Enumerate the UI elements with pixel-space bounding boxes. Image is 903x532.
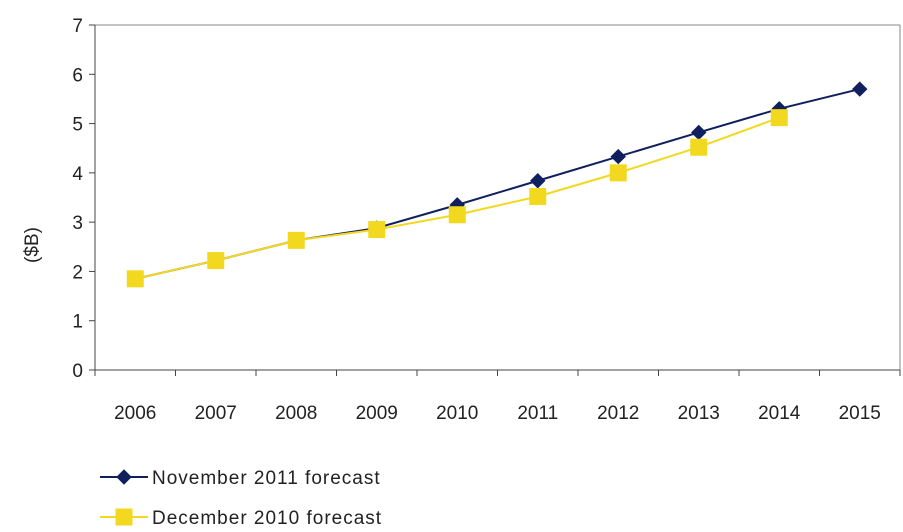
legend-entry-2: December 2010 forecast — [100, 508, 382, 529]
legend-marker — [116, 469, 132, 485]
y-tick-label: 2 — [72, 262, 83, 283]
series-2 — [126, 109, 788, 288]
data-point — [609, 164, 627, 182]
series-layer — [126, 81, 868, 288]
y-tick-label: 6 — [72, 65, 83, 86]
chart-axes — [89, 24, 901, 376]
data-point — [690, 138, 708, 156]
x-tick-labels: 2006 2007 2008 2009 2010 2011 2012 2013 2014 2015 — [114, 403, 881, 424]
series-line — [135, 88, 860, 280]
x-tick-label: 2015 — [839, 403, 881, 424]
y-tick-label: 5 — [72, 115, 83, 136]
y-axis-label: ($B) — [22, 227, 43, 263]
data-point — [852, 81, 868, 97]
data-point — [287, 231, 305, 249]
data-point — [368, 221, 386, 239]
y-tick-labels: 0 1 2 3 4 5 6 7 — [72, 16, 83, 382]
legend: November 2011 forecast December 2010 fore… — [100, 468, 382, 529]
data-point — [770, 109, 788, 127]
data-point — [691, 124, 707, 141]
data-point — [610, 148, 626, 165]
y-tick-label: 7 — [72, 16, 83, 37]
x-tick-label: 2006 — [114, 403, 156, 424]
y-tick-label: 1 — [72, 312, 83, 333]
y-tick-label: 3 — [72, 213, 83, 234]
x-tick-label: 2012 — [597, 403, 639, 424]
x-tick-label: 2011 — [517, 403, 558, 424]
x-tick-label: 2013 — [678, 403, 720, 424]
data-point — [207, 252, 225, 270]
x-tick-label: 2009 — [356, 403, 398, 424]
legend-label: November 2011 forecast — [152, 468, 381, 489]
legend-entry-1: November 2011 forecast — [100, 468, 381, 489]
data-point — [126, 270, 144, 288]
legend-label: December 2010 forecast — [152, 508, 382, 529]
x-tick-label: 2008 — [275, 403, 317, 424]
x-tick-label: 2014 — [758, 403, 801, 424]
x-tick-label: 2010 — [436, 403, 478, 424]
legend-marker — [115, 508, 133, 526]
y-tick-label: 4 — [72, 164, 83, 185]
x-tick-label: 2007 — [195, 403, 237, 424]
data-point — [529, 188, 547, 206]
data-point — [530, 173, 546, 189]
y-tick-label: 0 — [72, 361, 83, 382]
data-point — [448, 206, 466, 224]
